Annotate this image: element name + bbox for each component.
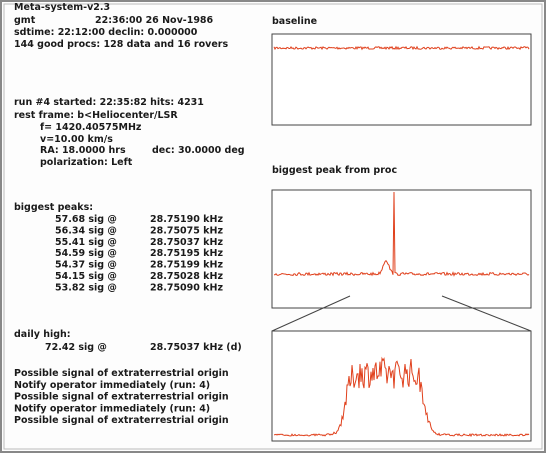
peak-sig: 55.41 sig @: [55, 237, 117, 248]
text-line: sdtime: 22:12:00 declin: 0.000000: [14, 27, 198, 38]
text-line: dec: 30.0000 deg: [152, 145, 245, 156]
text-line: RA: 18.0000 hrs: [40, 145, 126, 156]
peak-freq: 28.75037 kHz: [150, 237, 223, 248]
peak-sig: 53.82 sig @: [55, 282, 117, 293]
peak-sig: 56.34 sig @: [55, 225, 117, 236]
section-title: biggest peaks:: [14, 202, 93, 213]
text-line: 144 good procs: 128 data and 16 rovers: [14, 39, 228, 50]
text-line: f= 1420.40575MHz: [40, 122, 142, 133]
text-line: polarization: Left: [40, 157, 133, 168]
peak-sig: 57.68 sig @: [55, 214, 117, 225]
text-line: v=10.00 km/s: [40, 134, 113, 145]
peak-freq: 28.75090 kHz: [150, 282, 223, 293]
peak-freq: 28.75199 kHz: [150, 260, 223, 271]
zoom-lines: [271, 295, 532, 332]
peak-sig: 54.59 sig @: [55, 248, 117, 259]
text-line: gmt: [14, 15, 36, 26]
title: Meta-system-v2.3: [14, 2, 110, 13]
baseline-trace: [273, 45, 530, 51]
inner-frame: [3, 3, 543, 450]
panel-label: baseline: [272, 16, 317, 27]
message: Notify operator immediately (run: 4): [14, 380, 210, 391]
message: Notify operator immediately (run: 4): [14, 403, 210, 414]
peak-freq: 28.75028 kHz: [150, 271, 223, 282]
peak-sig: 54.15 sig @: [55, 271, 117, 282]
daily-freq: 28.75037 kHz (d): [150, 342, 242, 353]
text-line: 22:36:00 26 Nov-1986: [95, 15, 214, 26]
peak-freq: 28.75195 kHz: [150, 248, 223, 259]
zoom-trace: [274, 356, 530, 438]
peak-panel: [271, 189, 532, 309]
zoom-panel: [271, 330, 532, 442]
peak-freq: 28.75075 kHz: [150, 225, 223, 236]
peak-freq: 28.75190 kHz: [150, 214, 223, 225]
section-title: daily high:: [14, 329, 71, 340]
traces: [273, 45, 530, 438]
peak-sig: 54.37 sig @: [55, 260, 117, 271]
status-text: Meta-system-v2.3 gmt 22:36:00 26 Nov-1986s…: [14, 2, 245, 426]
text-line: rest frame: b<Heliocenter/LSR: [14, 110, 178, 121]
message: Possible signal of extraterrestrial orig…: [14, 368, 229, 379]
panel-label: biggest peak from proc: [272, 165, 397, 176]
message: Possible signal of extraterrestrial orig…: [14, 415, 229, 426]
peak-trace: [274, 191, 530, 277]
text-line: run #4 started: 22:35:82 hits: 4231: [14, 97, 204, 108]
message: Possible signal of extraterrestrial orig…: [14, 392, 229, 403]
daily-sig: 72.42 sig @: [45, 342, 107, 353]
